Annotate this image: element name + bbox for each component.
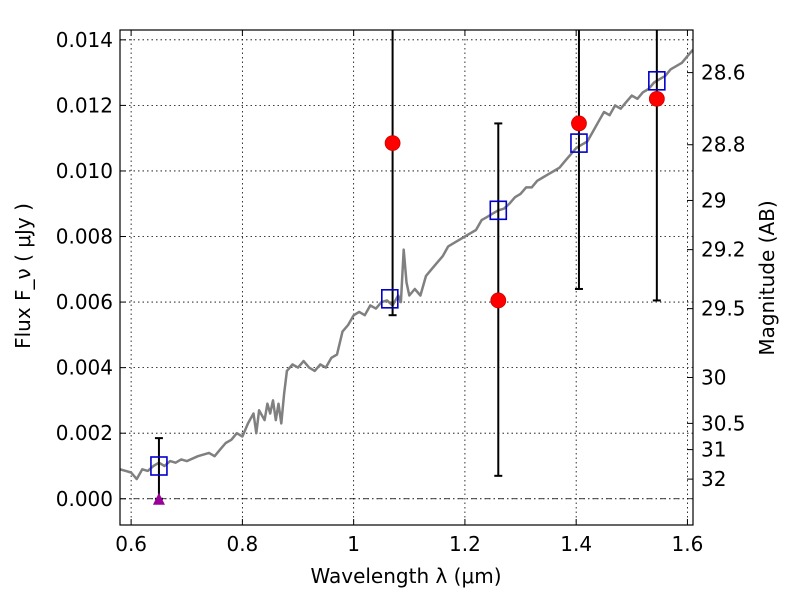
observed-point	[648, 90, 665, 107]
plot-frame	[119, 29, 694, 526]
upper-limit-marker	[152, 492, 165, 505]
magnitude-tick-label: 30	[701, 365, 726, 389]
error-bars	[154, 30, 661, 500]
magnitude-tick-label: 30.5	[701, 411, 746, 435]
y-tick-label: 0.008	[56, 225, 113, 249]
plot-area	[120, 30, 693, 505]
x-tick-label: 1.6	[672, 532, 704, 556]
y-tick-label: 0.010	[56, 159, 113, 183]
y-axis-ticks: 0.000 0.002 0.004 0.006 0.008 0.010 0.012 0.014	[56, 28, 126, 511]
x-tick-label: 0.6	[115, 532, 147, 556]
magnitude-tick-label: 28.6	[701, 61, 746, 85]
model-square	[381, 289, 399, 309]
model-square	[489, 200, 508, 221]
sed-line	[120, 48, 693, 481]
magnitude-tick-label: 32	[701, 467, 726, 491]
model-squares	[150, 71, 666, 476]
magnitude-tick-label: 29.5	[701, 297, 746, 321]
magnitude-tick-label: 29.2	[701, 238, 746, 262]
observed-points	[384, 90, 665, 309]
magnitude-tick-label: 29	[701, 188, 726, 212]
model-square	[648, 71, 666, 91]
magnitude-axis-label: Magnitude (AB)	[755, 200, 779, 355]
magnitude-axis-ticks: 28.6 28.8 29 29.2 29.5 30 30.5 31 32	[687, 61, 746, 491]
model-square	[150, 456, 168, 476]
y-tick-label: 0.000	[56, 487, 113, 511]
y-axis-label: Flux F_ν ( μJy )	[11, 203, 35, 349]
y-tick-label: 0.006	[56, 290, 113, 314]
x-axis-label: Wavelength λ (μm)	[310, 564, 501, 588]
y-tick-label: 0.012	[56, 93, 113, 117]
observed-point	[571, 115, 587, 132]
x-tick-label: 1.4	[560, 532, 592, 556]
upper-limits	[152, 492, 165, 505]
x-tick-label: 1	[347, 532, 360, 556]
y-tick-label: 0.014	[56, 28, 113, 52]
x-tick-label: 1.2	[449, 532, 481, 556]
y-tick-label: 0.004	[56, 356, 113, 380]
magnitude-tick-label: 31	[701, 438, 726, 462]
x-tick-label: 0.8	[226, 532, 258, 556]
observed-point	[384, 135, 401, 151]
y-tick-label: 0.002	[56, 421, 113, 445]
model-square	[570, 133, 588, 153]
sed-line-group	[120, 48, 693, 481]
observed-point	[490, 292, 507, 309]
x-axis-ticks: 0.6 0.8 1 1.2 1.4 1.6	[115, 30, 703, 556]
magnitude-tick-label: 28.8	[701, 133, 746, 157]
